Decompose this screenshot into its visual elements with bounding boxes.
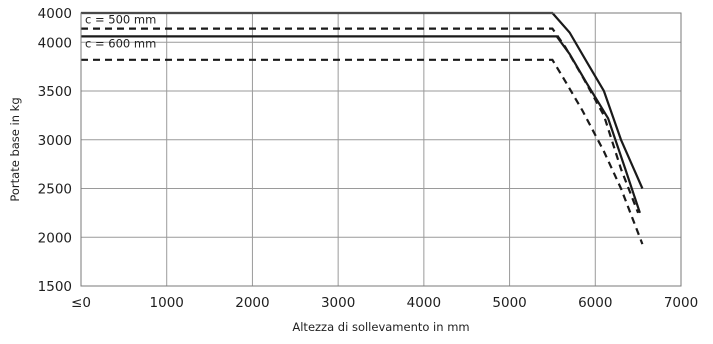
y-tick-label: 1500 (38, 279, 72, 295)
y-axis-title: Portate base in kg (8, 97, 22, 201)
x-tick-label: 5000 (492, 295, 526, 311)
annotation-label-2: c = 600 mm (85, 37, 156, 51)
y-axis-ticks: 1500 2000 2500 3000 3500 4000 4000 (38, 6, 72, 295)
plot-frame (80, 12, 682, 287)
series-line-2-dashed (81, 27, 640, 214)
series-line-3-solid (81, 35, 641, 214)
y-tick-label: 2500 (38, 182, 72, 198)
series-line-4-dashed (81, 58, 644, 245)
x-tick-label: 3000 (321, 295, 355, 311)
grid (81, 13, 681, 286)
x-tick-label: 2000 (235, 295, 269, 311)
x-tick-label: 1000 (150, 295, 184, 311)
y-tick-label: 3000 (38, 133, 72, 149)
x-tick-label: 6000 (578, 295, 612, 311)
y-tick-label: 4000 (38, 6, 72, 22)
y-tick-label: 4000 (38, 35, 72, 51)
plot-border (80, 12, 682, 287)
series-group (81, 11, 644, 245)
x-tick-label: 7000 (664, 295, 698, 311)
x-tick-label: ≤0 (71, 295, 91, 311)
y-tick-label: 3500 (38, 84, 72, 100)
x-axis-title: Altezza di sollevamento in mm (292, 320, 469, 334)
x-axis-ticks: ≤0 1000 2000 3000 4000 5000 6000 7000 (71, 295, 698, 311)
annotations: c = 500 mm c = 600 mm (85, 12, 156, 50)
x-tick-label: 4000 (407, 295, 441, 311)
annotation-label-1: c = 500 mm (85, 12, 156, 26)
y-tick-label: 2000 (38, 230, 72, 246)
